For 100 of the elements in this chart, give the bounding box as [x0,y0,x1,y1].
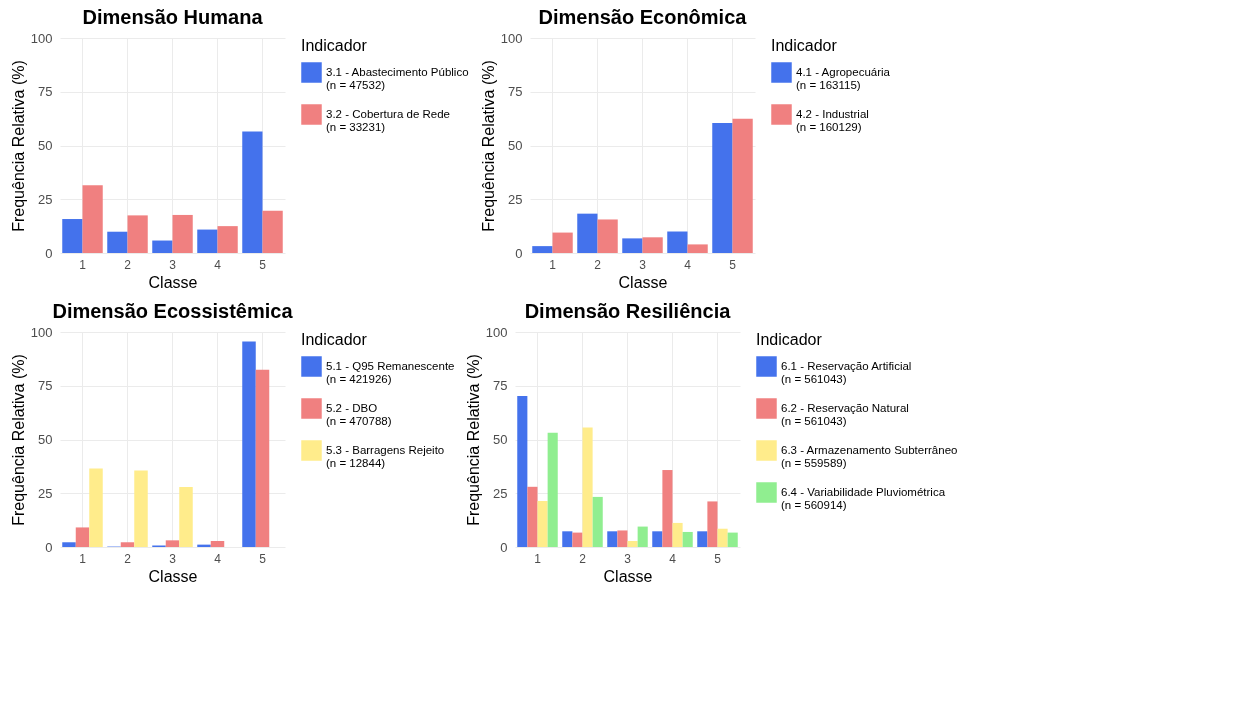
x-tick-label: 1 [549,257,557,272]
legend-label: 6.4 - Variabilidade Pluviométrica (n = 560914) [781,485,946,511]
legend-label: 4.2 - Industrial (n = 160129) [796,107,869,133]
x-axis-title: Classe [603,567,653,585]
bar [607,531,618,547]
y-axis-title: Frequência Relativa (%) [9,60,27,232]
y-axis-title: Frequência Relativa (%) [9,354,27,526]
y-tick-label: 0 [45,539,53,555]
x-tick-label: 2 [124,257,132,272]
x-tick-label: 2 [594,257,602,272]
x-tick-label: 2 [124,551,132,566]
x-tick-label: 5 [729,257,737,272]
y-tick-label: 25 [508,191,523,207]
x-tick-label: 4 [214,257,222,272]
y-tick-label: 75 [38,378,53,394]
legend-title: Indicador [771,37,838,54]
y-tick-label: 50 [493,432,508,447]
bar [217,226,238,253]
chart-title: Dimensão Econômica [538,6,748,28]
y-axis-title: Frequência Relativa (%) [479,60,497,232]
bar [712,122,733,253]
y-tick-label: 100 [30,324,53,340]
chart-title: Dimensão Resiliência [524,300,732,322]
x-tick-label: 3 [639,257,647,272]
x-tick-label: 4 [214,551,222,566]
y-tick-label: 75 [508,84,523,100]
legend-title: Indicador [756,331,823,348]
bar [62,219,83,253]
bar [197,229,218,253]
x-tick-label: 4 [684,257,692,272]
x-tick-label: 3 [169,551,177,566]
x-tick-label: 4 [669,551,677,566]
y-tick-label: 0 [45,245,53,261]
x-axis-title: Classe [148,273,198,291]
x-tick-label: 5 [714,551,722,566]
bar [707,501,718,547]
y-tick-label: 50 [38,138,53,153]
bar [134,470,148,547]
bar [552,232,573,253]
x-axis-title: Classe [618,273,668,291]
bar [642,237,663,253]
y-tick-label: 100 [30,30,53,46]
x-axis-title: Classe [148,567,198,585]
x-tick-label: 5 [259,551,267,566]
legend-label: 5.3 - Barragens Rejeito (n = 12844) [326,443,445,469]
bar [562,531,573,547]
x-tick-label: 1 [79,257,87,272]
bar [597,219,618,253]
bar [242,131,263,253]
bar [165,540,180,547]
y-tick-label: 100 [500,30,523,46]
x-tick-label: 5 [259,257,267,272]
x-tick-label: 3 [624,551,632,566]
bar [242,341,256,547]
legend-title: Indicador [301,331,368,348]
y-tick-label: 25 [493,485,508,501]
bar [697,531,708,547]
bar [107,231,128,253]
y-tick-label: 50 [508,138,523,153]
bar [667,231,688,253]
bar [262,210,283,253]
bar [582,427,593,547]
x-tick-label: 1 [79,551,87,566]
bar [127,215,148,253]
y-tick-label: 25 [38,485,53,501]
bar [592,496,603,547]
text: 5.2 - DBO (n = 470788) [326,401,392,427]
legend-label: 6.3 - Armazenamento Subterrâneo (n = 559589) [781,443,958,469]
y-tick-label: 75 [38,84,53,100]
bar [637,526,648,547]
bar [547,432,558,547]
bar [152,240,173,253]
bar [89,468,103,547]
y-tick-label: 100 [485,324,508,340]
bar [62,542,76,547]
bar [717,528,728,547]
x-tick-label: 3 [169,257,177,272]
bar [672,522,683,547]
bar [732,118,753,253]
bar [517,396,528,547]
text: 5.1 - Q95 Remanescente (n = 421926) [326,359,455,385]
bar [82,185,103,253]
bar [572,532,583,547]
legend-label: 3.1 - Abastecimento Público (n = 47532) [326,65,469,91]
bar [687,244,708,253]
bar [727,532,738,547]
bar [617,530,628,547]
y-tick-label: 50 [38,432,53,447]
legend-label: 3.2 - Cobertura de Rede (n = 33231) [326,107,451,133]
bar [652,531,663,547]
y-tick-label: 25 [38,191,53,207]
legend-label: 6.2 - Reservação Natural (n = 561043) [781,401,909,427]
bar [172,214,193,253]
bar [120,542,135,547]
chart-title: Dimensão Humana [82,6,264,28]
y-axis-title: Frequência Relativa (%) [464,354,482,526]
bar [75,527,90,547]
bar [577,213,598,253]
bar [527,486,538,547]
legend-label: 6.1 - Reservação Artificial (n = 561043) [781,359,912,385]
